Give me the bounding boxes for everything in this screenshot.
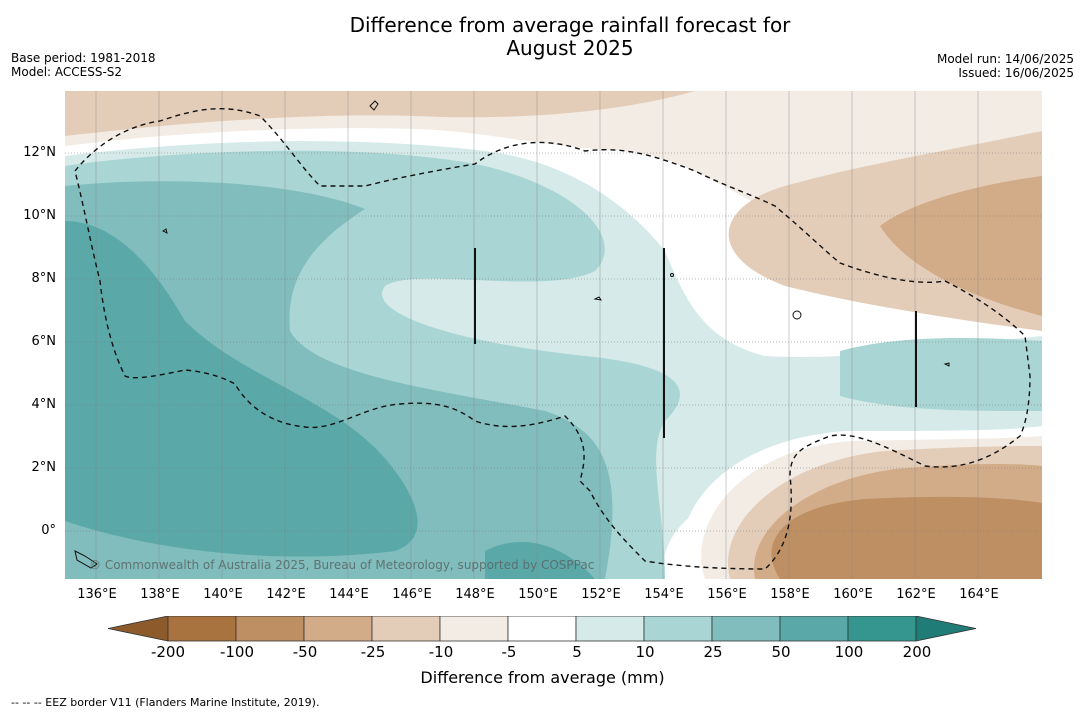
lon-tick: 152°E xyxy=(581,587,621,602)
model-text: Model: ACCESS-S2 xyxy=(11,65,123,79)
colorbar-label: 5 xyxy=(572,643,582,661)
dry-region-north-inner xyxy=(65,91,695,136)
colorbar-label: 25 xyxy=(703,643,723,661)
lat-tick: 12°N xyxy=(23,145,56,160)
lon-tick: 158°E xyxy=(770,587,810,602)
colorbar-label: 10 xyxy=(635,643,655,661)
title-line-1: Difference from average rainfall forecas… xyxy=(349,13,791,37)
colorbar-label: 200 xyxy=(902,643,932,661)
grid-lines xyxy=(65,152,1042,532)
lon-tick: 140°E xyxy=(203,587,243,602)
base-period-text: Base period: 1981-2018 xyxy=(11,51,156,65)
wet-region-25-east xyxy=(840,338,1042,411)
lon-tick: 146°E xyxy=(392,587,432,602)
wet-region-100-south xyxy=(485,541,595,579)
colorbar-swatch xyxy=(711,615,781,642)
eez-legend-note: -- -- -- EEZ border V11 (Flanders Marine… xyxy=(11,696,320,709)
lon-tick: 138°E xyxy=(140,587,180,602)
issued-text: Issued: 16/06/2025 xyxy=(958,66,1074,80)
colorbar-swatch xyxy=(303,615,373,642)
meta-right: Model run: 14/06/2025 Issued: 16/06/2025 xyxy=(937,52,1074,80)
lon-tick: 136°E xyxy=(77,587,117,602)
lon-tick: 144°E xyxy=(329,587,369,602)
dry-region-ne-inner xyxy=(880,176,1042,316)
lon-tick: 154°E xyxy=(644,587,684,602)
colorbar-swatch xyxy=(439,615,509,642)
lat-tick: 2°N xyxy=(31,460,57,475)
colorbar-label: -200 xyxy=(150,643,186,661)
lat-tick: 0° xyxy=(41,523,56,538)
eez-border xyxy=(74,108,1031,570)
title-line-2: August 2025 xyxy=(506,36,634,60)
model-run-text: Model run: 14/06/2025 xyxy=(936,52,1074,66)
map-title: Difference from average rainfall forecas… xyxy=(0,14,1085,60)
lat-tick: 10°N xyxy=(23,208,56,223)
colorbar-label: -50 xyxy=(292,643,318,661)
colorbar-swatch xyxy=(507,615,577,642)
lat-tick: 8°N xyxy=(31,271,57,286)
lat-tick: 4°N xyxy=(31,397,57,412)
lon-tick: 164°E xyxy=(959,587,999,602)
colorbar-label: -10 xyxy=(428,643,454,661)
colorbar-label: 100 xyxy=(834,643,864,661)
colorbar-swatch xyxy=(847,615,917,642)
wet-region-100 xyxy=(65,221,418,557)
rainfall-map xyxy=(65,91,1042,579)
colorbar-title: Difference from average (mm) xyxy=(420,668,665,687)
colorbar-swatch xyxy=(167,615,237,642)
colorbar-label: -25 xyxy=(360,643,386,661)
lon-tick: 148°E xyxy=(455,587,495,602)
colorbar-swatch xyxy=(643,615,713,642)
colorbar-under-arrow xyxy=(107,615,169,642)
lon-tick: 156°E xyxy=(707,587,747,602)
colorbar-label: 50 xyxy=(771,643,791,661)
lon-tick: 150°E xyxy=(518,587,558,602)
dry-region-se-100 xyxy=(771,496,1042,579)
colorbar-swatch xyxy=(235,615,305,642)
lat-tick: 6°N xyxy=(31,334,57,349)
colorbar-over-arrow xyxy=(915,615,977,642)
colorbar-swatch xyxy=(371,615,441,642)
solid-boundaries xyxy=(474,248,917,438)
colorbar-svg xyxy=(107,615,977,642)
colorbar-label: -100 xyxy=(219,643,255,661)
lon-tick: 160°E xyxy=(833,587,873,602)
map-canvas xyxy=(65,91,1042,579)
lon-tick: 162°E xyxy=(896,587,936,602)
copyright-credit: © Commonwealth of Australia 2025, Bureau… xyxy=(89,558,595,572)
meta-left: Base period: 1981-2018 Model: ACCESS-S2 xyxy=(11,51,156,79)
colorbar-swatch xyxy=(575,615,645,642)
colorbar-swatch xyxy=(779,615,849,642)
islands xyxy=(74,100,950,569)
lon-tick: 142°E xyxy=(266,587,306,602)
colorbar xyxy=(107,615,978,647)
colorbar-label: -5 xyxy=(501,643,517,661)
